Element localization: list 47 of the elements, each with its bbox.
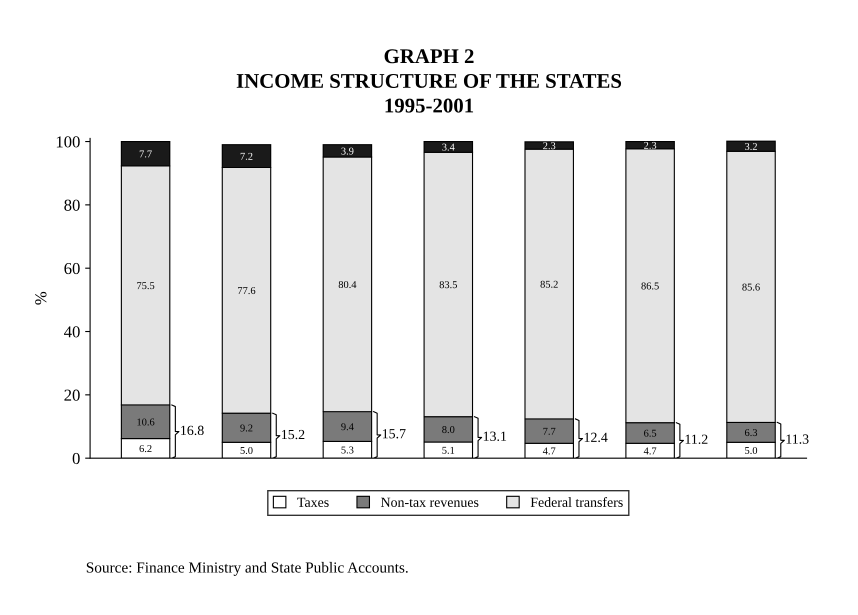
data-label: 5.0 [240, 446, 253, 454]
data-label: 3.4 [442, 144, 455, 151]
data-label: 80.4 [338, 281, 356, 288]
annotation: 11.2 [686, 434, 708, 444]
data-label: 5.3 [341, 446, 354, 454]
y-tick-label: 100 [56, 136, 80, 148]
annotation: 13.1 [484, 432, 506, 441]
data-label: 6.2 [140, 445, 152, 452]
y-tick-label: 0 [72, 452, 80, 464]
source-note: Source: Finance Ministry and State Public Accounts. [86, 562, 408, 576]
data-label: 7.2 [240, 152, 252, 160]
data-label: 10.6 [137, 418, 154, 426]
data-label: 6.3 [744, 429, 758, 436]
legend-label: Federal transfers [530, 497, 623, 507]
data-label: 77.6 [238, 287, 256, 294]
annotation: 12.4 [584, 432, 608, 442]
annotation: 15.2 [282, 430, 304, 440]
data-label: 85.2 [540, 280, 558, 288]
y-tick-label: 80 [64, 200, 80, 211]
data-label: 9.4 [341, 423, 354, 430]
data-label: 7.7 [140, 150, 152, 158]
annotation: 16.8 [181, 426, 204, 436]
annotation: 11.3 [786, 434, 809, 444]
y-tick-label: 20 [64, 390, 80, 401]
legend-label: Taxes [297, 498, 329, 507]
data-label: 3.9 [341, 148, 354, 155]
data-label: 83.5 [440, 281, 458, 288]
legend-label: Non-tax revenues [380, 498, 478, 507]
data-label: 6.5 [644, 430, 656, 437]
data-label: 2.3 [644, 142, 656, 149]
data-label: 5.0 [745, 446, 758, 454]
data-label: 2.3 [543, 142, 556, 150]
annotation: 15.7 [382, 429, 406, 438]
data-label: 3.2 [745, 143, 757, 150]
y-tick-label: 60 [64, 262, 80, 274]
chart-title: GRAPH 2 INCOME STRUCTURE OF THE STATES 1995-2001 [236, 49, 622, 113]
data-label: 7.7 [543, 428, 556, 435]
data-label: 85.6 [742, 284, 760, 291]
data-label: 9.2 [240, 424, 252, 432]
data-label: 4.7 [542, 447, 556, 454]
y-tick-label: 40 [64, 326, 80, 338]
data-label: 4.7 [644, 447, 656, 454]
data-label: 86.5 [641, 282, 659, 290]
y-axis-title: % [35, 292, 46, 305]
data-label: 75.5 [137, 282, 154, 290]
data-label: 8.0 [442, 426, 454, 434]
data-label: 5.1 [442, 446, 454, 454]
